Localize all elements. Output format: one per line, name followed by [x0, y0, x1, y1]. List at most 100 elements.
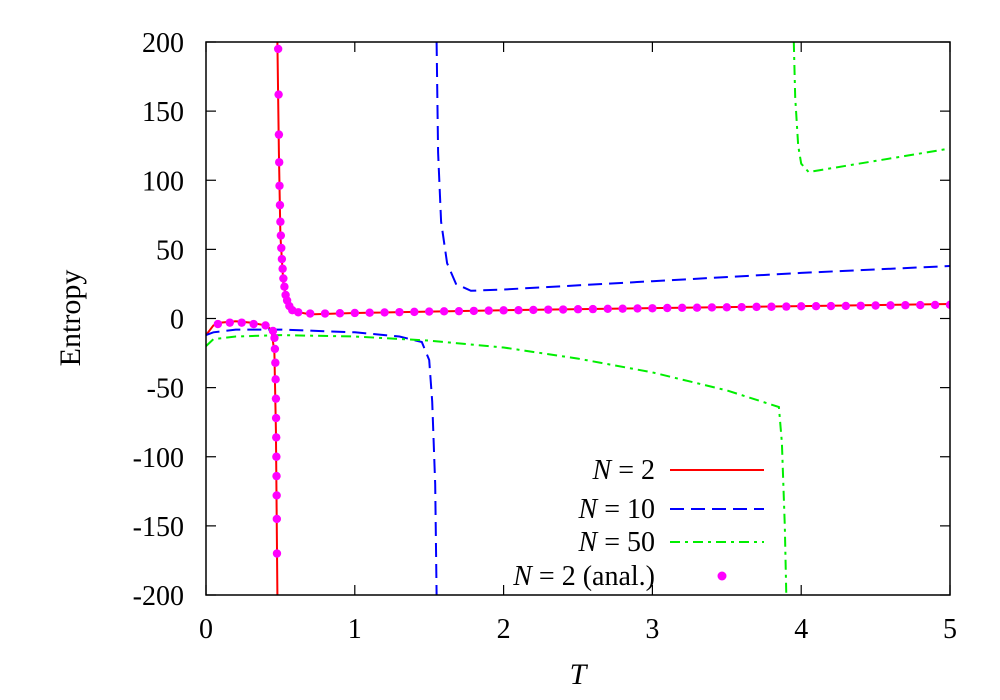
series-3-point	[213, 319, 223, 329]
legend-label-3: N = 2 (anal.)	[512, 561, 655, 592]
series-2-line	[206, 334, 788, 595]
series-3-point	[648, 304, 657, 313]
series-3-point	[841, 301, 851, 311]
series-3-point	[395, 307, 404, 317]
y-tick-label: 150	[142, 97, 184, 128]
series-3-point	[272, 471, 281, 481]
series-3-point	[752, 302, 761, 312]
series-3-point	[469, 306, 479, 316]
axes: 0 1 2 3 4 5 -200 -150 -100 -50 0 50 100 150 200 T Entrop…	[54, 28, 957, 691]
series-3-point	[320, 309, 330, 318]
series-3-point	[350, 308, 359, 318]
series-3-point	[261, 321, 270, 330]
legend-sample-3	[717, 571, 727, 581]
series-3-point	[499, 306, 508, 315]
x-axis-title: T	[570, 658, 589, 691]
series-3-point	[271, 413, 281, 423]
series-3-point	[275, 158, 284, 167]
series-3-point	[276, 231, 286, 240]
series-3-point	[305, 309, 315, 318]
x-tick-label: 5	[943, 614, 957, 645]
y-tick-label: 50	[156, 235, 184, 266]
series-3-point	[272, 514, 282, 524]
series-3-point	[272, 452, 281, 461]
series-3-point	[277, 243, 286, 253]
series-3-point	[380, 308, 389, 317]
series-3-point	[737, 302, 746, 312]
series-3-point	[916, 300, 925, 310]
series-1-line	[206, 328, 438, 595]
y-tick-label: -50	[147, 374, 184, 405]
series-3-point	[618, 304, 627, 313]
series-3-point	[274, 130, 284, 139]
series-3-point	[410, 307, 419, 317]
series-3-point	[901, 301, 910, 310]
series-3-point	[279, 274, 288, 283]
series-3-point	[588, 304, 598, 314]
series-3-point	[268, 326, 278, 336]
series-3-point	[273, 44, 283, 54]
y-tick-label: 0	[170, 305, 184, 336]
x-tick-label: 4	[794, 614, 808, 645]
series-3-point	[529, 305, 538, 315]
series-2-line	[792, 42, 950, 174]
series-3-point	[425, 307, 434, 316]
series-3-point	[722, 303, 731, 312]
series-3-point	[335, 309, 345, 318]
series-3-point	[270, 333, 279, 343]
series-3-point	[237, 318, 246, 327]
series-3-point	[270, 344, 280, 354]
series-3-point	[276, 217, 285, 226]
legend-label-2: N = 50	[578, 527, 655, 558]
series-3-point	[663, 303, 672, 313]
series-3-point	[856, 301, 865, 310]
series-3-point	[272, 433, 281, 442]
plot-frame	[205, 41, 951, 596]
series-3-point	[294, 308, 303, 317]
series-3-point	[274, 90, 283, 99]
series-layer	[206, 42, 950, 595]
y-tick-label: 100	[142, 166, 184, 197]
series-3-point	[767, 302, 776, 311]
series-3-point	[484, 306, 493, 315]
series-3-point	[871, 301, 880, 310]
x-tick-label: 0	[199, 614, 213, 645]
series-0-line	[206, 320, 279, 595]
series-3-point	[278, 264, 287, 273]
series-3-point	[677, 303, 687, 313]
series-3-point	[782, 302, 791, 311]
series-3-point	[811, 301, 821, 311]
x-tick-label: 3	[645, 614, 659, 645]
series-3-point	[280, 282, 289, 291]
series-3-point	[826, 301, 836, 311]
x-tick-label: 2	[497, 614, 511, 645]
y-axis-title: Entropy	[54, 270, 87, 367]
series-3-point	[275, 200, 285, 210]
series-1-line	[435, 42, 950, 292]
series-3-point	[692, 303, 702, 312]
series-3-point	[514, 306, 523, 315]
series-3-point	[249, 319, 258, 329]
series-3-point	[930, 300, 940, 310]
series-3-point	[945, 300, 950, 310]
series-3-point	[272, 491, 281, 500]
series-0-line	[276, 42, 950, 316]
y-tick-label: 200	[142, 28, 184, 59]
series-3-point	[707, 303, 717, 312]
series-3-point	[633, 304, 642, 313]
series-3-point	[558, 305, 568, 314]
series-3-point	[603, 304, 612, 314]
legend: N = 2 N = 10N = 50N = 2 (anal.)	[512, 455, 764, 592]
x-tick-label: 1	[348, 614, 362, 645]
series-3-point	[573, 305, 583, 314]
y-tick-label: -200	[133, 581, 184, 612]
series-3-point	[365, 308, 374, 317]
series-3-point	[271, 358, 280, 367]
series-3-point	[275, 181, 284, 190]
legend-label-1: N = 10	[578, 494, 655, 525]
series-3-point	[544, 305, 553, 314]
series-3-point	[272, 549, 282, 558]
series-3-point	[454, 306, 464, 316]
series-3-point	[271, 375, 280, 384]
